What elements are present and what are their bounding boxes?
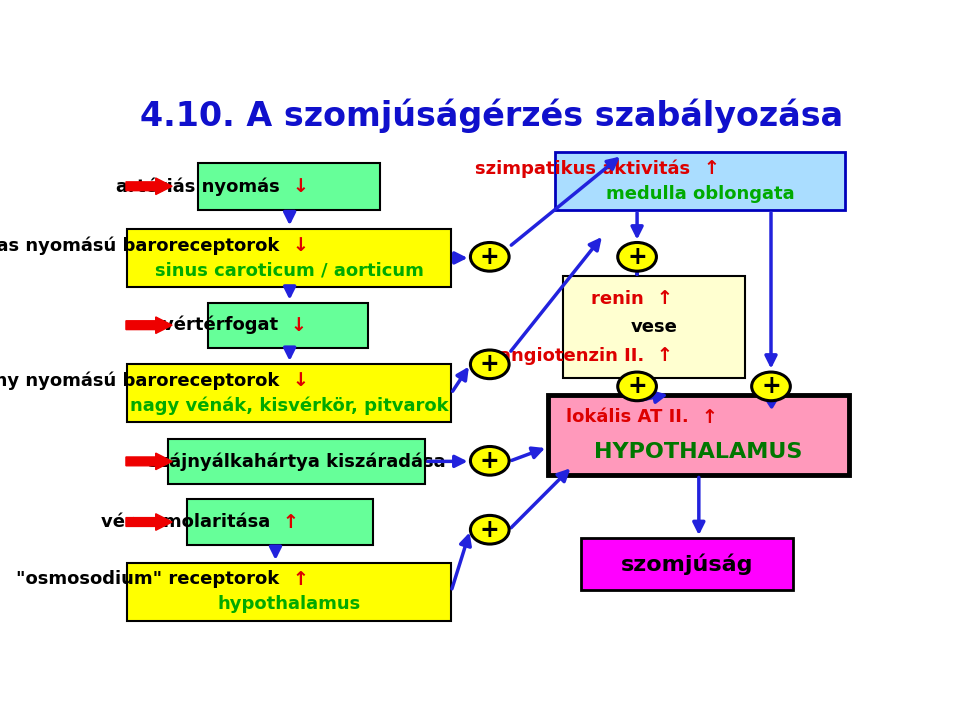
Polygon shape — [126, 453, 172, 470]
Text: ↑: ↑ — [276, 513, 300, 531]
Text: angiotenzin II.: angiotenzin II. — [498, 347, 650, 364]
Text: szájnyálkahártya kiszáradása: szájnyálkahártya kiszáradása — [148, 452, 445, 470]
Text: ↑: ↑ — [695, 407, 718, 427]
Text: ↓: ↓ — [284, 316, 307, 334]
FancyBboxPatch shape — [128, 364, 451, 422]
Text: ↓: ↓ — [285, 177, 309, 196]
Text: 4.10. A szomjúságérzés szabályozása: 4.10. A szomjúságérzés szabályozása — [140, 99, 844, 133]
Circle shape — [470, 350, 509, 379]
Text: szimpatikus aktivitás: szimpatikus aktivitás — [475, 159, 697, 178]
Polygon shape — [126, 178, 172, 195]
Text: ↑: ↑ — [650, 289, 673, 308]
Circle shape — [617, 243, 657, 271]
Text: magas nyomású baroreceptorok: magas nyomású baroreceptorok — [0, 236, 285, 255]
Text: artériás nyomás: artériás nyomás — [115, 178, 285, 195]
FancyBboxPatch shape — [168, 439, 425, 484]
FancyBboxPatch shape — [187, 500, 372, 545]
Text: ↑: ↑ — [697, 159, 720, 178]
Polygon shape — [126, 514, 172, 531]
Text: hypothalamus: hypothalamus — [218, 596, 361, 614]
FancyBboxPatch shape — [128, 229, 451, 287]
Text: +: + — [480, 449, 499, 473]
Text: ↓: ↓ — [285, 236, 309, 255]
Text: nagy vénák, kisvérkör, pitvarok: nagy vénák, kisvérkör, pitvarok — [130, 397, 448, 415]
Text: +: + — [480, 245, 499, 268]
Text: ↑: ↑ — [285, 569, 309, 589]
Text: ↑: ↑ — [650, 346, 673, 365]
Text: HYPOTHALAMUS: HYPOTHALAMUS — [594, 442, 803, 463]
Text: +: + — [627, 374, 647, 398]
Text: vér ozmolaritása: vér ozmolaritása — [101, 513, 276, 531]
FancyBboxPatch shape — [207, 303, 368, 348]
Text: +: + — [480, 518, 499, 542]
Text: medulla oblongata: medulla oblongata — [606, 185, 795, 203]
Text: vese: vese — [631, 318, 677, 336]
Text: lokális AT II.: lokális AT II. — [565, 408, 695, 426]
Text: vértérfogat: vértérfogat — [161, 316, 284, 334]
Text: "osmosodium" receptorok: "osmosodium" receptorok — [16, 570, 285, 588]
Text: ↓: ↓ — [285, 371, 309, 390]
Text: alacsony nyomású baroreceptorok: alacsony nyomású baroreceptorok — [0, 372, 285, 390]
Circle shape — [470, 447, 509, 475]
Text: +: + — [761, 374, 780, 398]
Text: +: + — [480, 352, 499, 377]
FancyBboxPatch shape — [581, 538, 793, 591]
Circle shape — [470, 516, 509, 544]
Text: +: + — [627, 245, 647, 268]
Text: renin: renin — [591, 289, 650, 308]
Circle shape — [752, 372, 790, 401]
FancyBboxPatch shape — [198, 163, 380, 210]
Circle shape — [617, 372, 657, 401]
Text: sinus caroticum / aorticum: sinus caroticum / aorticum — [155, 262, 423, 280]
Text: szomjúság: szomjúság — [621, 553, 754, 575]
Circle shape — [470, 243, 509, 271]
FancyBboxPatch shape — [128, 563, 451, 621]
FancyBboxPatch shape — [563, 276, 745, 378]
Polygon shape — [126, 317, 172, 334]
FancyBboxPatch shape — [555, 152, 846, 210]
FancyBboxPatch shape — [548, 395, 849, 475]
